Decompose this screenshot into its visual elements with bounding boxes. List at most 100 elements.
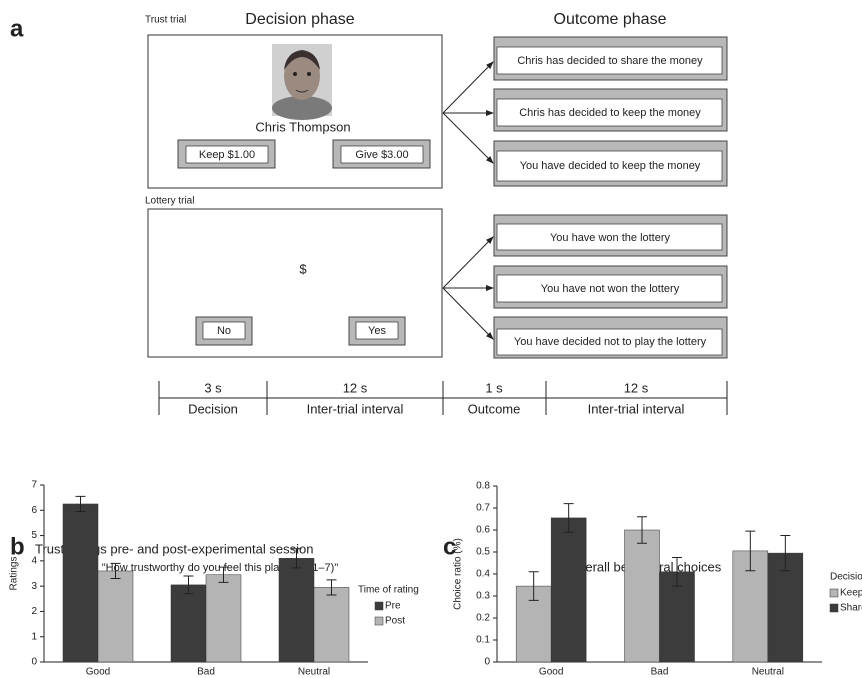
- bar: [313, 587, 350, 663]
- outcome-screen: [496, 223, 723, 251]
- outcome-screen: [496, 98, 723, 127]
- arrow: [442, 236, 494, 289]
- outcome-text: Chris has decided to share the money: [517, 55, 703, 67]
- outcomes: You have won the lottery You have not wo…: [493, 214, 728, 359]
- legend-label: Share: [840, 603, 862, 614]
- outcome-text: Chris has decided to keep the money: [519, 107, 701, 119]
- error-bar: [637, 516, 647, 544]
- bar: [97, 570, 134, 663]
- x-tick-label: Neutral: [752, 667, 784, 678]
- stage: Decision: [188, 401, 238, 416]
- button: [202, 321, 246, 340]
- bar: [62, 503, 99, 663]
- chart-title: Trust ratings pre- and post-experimental…: [35, 541, 313, 556]
- y-tick-label: 2: [31, 606, 37, 617]
- legend-title: Decision: [830, 572, 862, 583]
- legend-swatch: [374, 601, 384, 611]
- phase-title: Decision phase: [245, 11, 355, 28]
- y-tick-label: 0.7: [476, 503, 490, 514]
- x-tick-label: Good: [539, 667, 563, 678]
- face-photo: [272, 44, 332, 120]
- outcome-screen: [496, 150, 723, 182]
- error-bar: [745, 530, 756, 572]
- legend-swatch: [829, 588, 839, 598]
- timeline: 3 s 12 s 1 s 12 s Decision Inter-trial i…: [158, 380, 728, 416]
- bar: [767, 552, 804, 663]
- legend-title: Time of rating: [358, 585, 419, 596]
- y-tick-label: 0.4: [476, 569, 490, 580]
- error-bar: [110, 562, 121, 580]
- lottery-symbol: $: [299, 261, 307, 276]
- error-bar: [291, 548, 302, 569]
- bar: [278, 558, 315, 663]
- bar: [624, 529, 660, 663]
- stage: Inter-trial interval: [588, 401, 685, 416]
- y-tick-label: 0: [31, 657, 37, 668]
- trial-label: Lottery trial: [145, 196, 194, 207]
- y-tick-label: 3: [31, 581, 37, 592]
- arrow: [442, 112, 494, 164]
- y-tick-label: 5: [31, 530, 37, 541]
- trial-label: Trust trial: [145, 15, 186, 26]
- outcomes: Chris has decided to share the money Chr…: [493, 36, 728, 187]
- button: [340, 145, 424, 164]
- error-bar: [780, 535, 791, 572]
- bar: [550, 517, 587, 663]
- x-tick-label: Good: [86, 667, 110, 678]
- y-tick-label: 0.3: [476, 591, 490, 602]
- button-label: No: [217, 325, 231, 337]
- stage: Outcome: [468, 401, 521, 416]
- outcome-text: You have not won the lottery: [541, 283, 680, 295]
- outcome-screen: [496, 46, 723, 75]
- x-tick-label: Bad: [651, 667, 669, 678]
- error-bar: [218, 566, 229, 583]
- legend-label: Pre: [385, 601, 401, 612]
- legend-label: Post: [385, 616, 405, 627]
- outcome-screen: [496, 328, 723, 356]
- error-bar: [75, 495, 86, 513]
- duration: 1 s: [485, 380, 503, 395]
- panel-label: b: [10, 533, 25, 560]
- arrow: [442, 61, 494, 114]
- y-tick-label: 1: [31, 631, 37, 642]
- outcome-text: You have decided not to play the lottery: [514, 336, 707, 348]
- y-tick-label: 7: [31, 480, 37, 491]
- stage: Inter-trial interval: [307, 401, 404, 416]
- bar: [205, 574, 242, 663]
- y-tick-label: 0.8: [476, 481, 490, 492]
- panel-label: a: [10, 15, 24, 42]
- outcome-text: You have won the lottery: [550, 232, 671, 244]
- x-tick-label: Bad: [197, 667, 215, 678]
- y-tick-label: 0.2: [476, 613, 490, 624]
- y-tick-label: 0: [484, 657, 490, 668]
- bar: [659, 571, 695, 663]
- y-tick-label: 6: [31, 505, 37, 516]
- error-bar: [563, 503, 574, 533]
- duration: 12 s: [624, 380, 649, 395]
- y-tick-label: 0.1: [476, 635, 490, 646]
- phase-title: Outcome phase: [554, 11, 667, 28]
- error-bar: [528, 571, 539, 601]
- button-label: Keep $1.00: [199, 149, 255, 161]
- outcome-text: You have decided to keep the money: [520, 160, 701, 172]
- legend-swatch: [829, 603, 839, 613]
- error-bar: [326, 579, 337, 596]
- button: [355, 321, 399, 340]
- y-axis-label: Choice ratio (%): [453, 538, 464, 610]
- legend-label: Keep: [840, 588, 862, 599]
- y-tick-label: 4: [31, 555, 37, 566]
- duration: 12 s: [343, 380, 368, 395]
- bar: [170, 584, 207, 663]
- duration: 3 s: [204, 380, 222, 395]
- error-bar: [183, 575, 194, 595]
- x-tick-label: Neutral: [298, 667, 330, 678]
- legend-swatch: [374, 616, 384, 626]
- y-axis-label: Ratings: [9, 557, 20, 591]
- player-name: Chris Thompson: [255, 119, 350, 134]
- y-tick-label: 0.5: [476, 547, 490, 558]
- button-label: Yes: [368, 325, 386, 337]
- error-bar: [672, 557, 682, 587]
- button: [185, 145, 269, 164]
- y-tick-label: 0.6: [476, 525, 490, 536]
